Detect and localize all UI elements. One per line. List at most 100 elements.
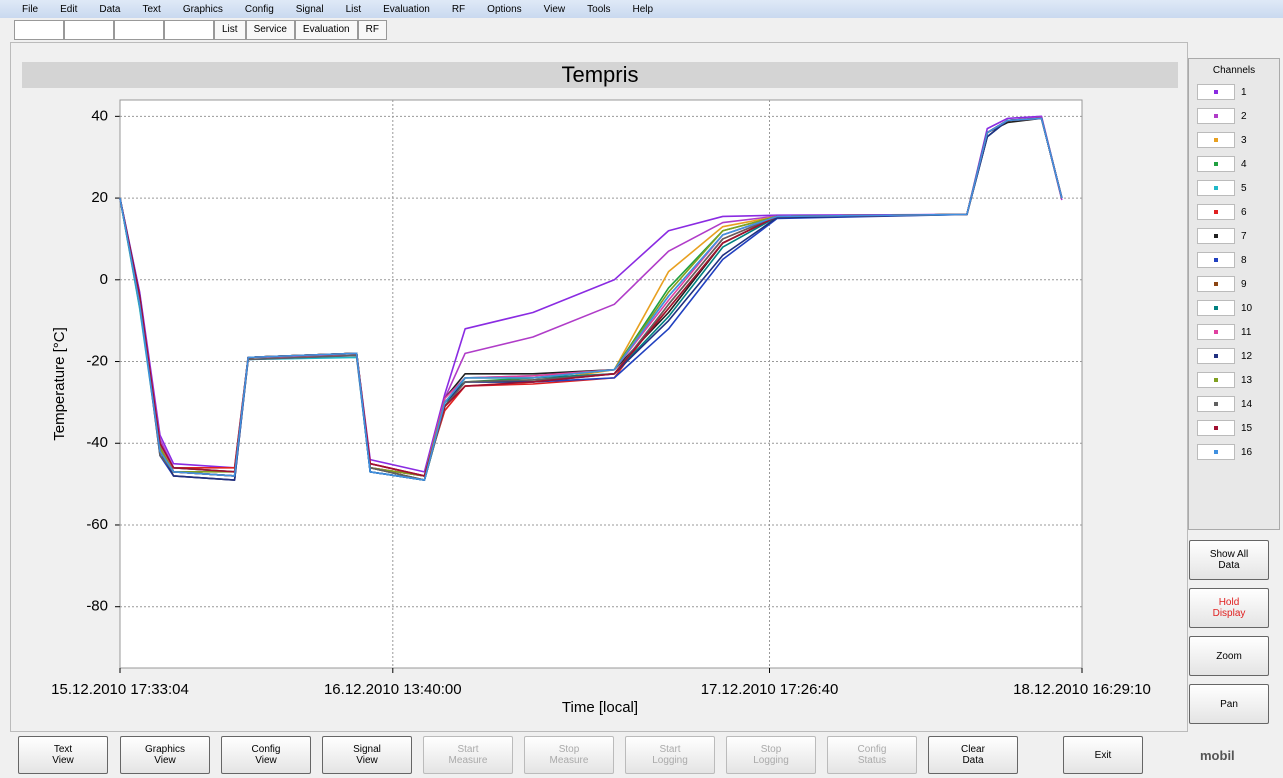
channels-panel: Channels 1 2 3 4 5 6 7 8 9 10 11 12 13 14 15 16 <box>1188 58 1280 530</box>
tab[interactable]: List <box>214 20 246 40</box>
channel-color <box>1214 306 1218 310</box>
channel-checkbox[interactable] <box>1197 84 1235 100</box>
channel-checkbox[interactable] <box>1197 420 1235 436</box>
channel-color <box>1214 282 1218 286</box>
chart: Tempris Time [local] Temperature [°C] 40… <box>22 62 1178 716</box>
menu-item[interactable]: Tools <box>587 3 611 15</box>
tab-icon[interactable] <box>64 20 114 40</box>
channel-label: 13 <box>1241 374 1253 386</box>
menu-item[interactable]: Help <box>632 3 654 15</box>
menu-item[interactable]: Graphics <box>182 3 223 15</box>
menu-item[interactable]: Evaluation <box>383 3 430 15</box>
channel-checkbox[interactable] <box>1197 108 1235 124</box>
channel-label: 8 <box>1241 254 1247 266</box>
channel-checkbox[interactable] <box>1197 396 1235 412</box>
bottom-button[interactable]: Exit <box>1063 736 1143 774</box>
menu-item[interactable]: Text <box>142 3 161 15</box>
chart-title: Tempris <box>561 62 638 87</box>
menu-item[interactable]: Config <box>244 3 274 15</box>
y-tick-label: -80 <box>86 598 108 615</box>
channel-entry: 3 <box>1197 128 1279 152</box>
tab[interactable]: Evaluation <box>294 20 358 40</box>
channel-entry: 11 <box>1197 320 1279 344</box>
bottom-button: Config Status <box>827 736 917 774</box>
channel-color <box>1214 90 1218 94</box>
menu-item[interactable]: Data <box>99 3 121 15</box>
x-tick-label: 18.12.2010 16:29:10 <box>1013 681 1151 698</box>
menu-item[interactable]: View <box>543 3 566 15</box>
channel-label: 5 <box>1241 182 1247 194</box>
bottom-button[interactable]: Text View <box>18 736 108 774</box>
side-button[interactable]: Zoom <box>1189 636 1269 676</box>
menu-item[interactable]: Options <box>487 3 522 15</box>
tab[interactable]: Service <box>245 20 295 40</box>
channel-entry: 8 <box>1197 248 1279 272</box>
channel-color <box>1214 186 1218 190</box>
menu-bar: File Edit Data Text Graphics Config Signal List… <box>0 0 1283 18</box>
channel-checkbox[interactable] <box>1197 348 1235 364</box>
y-tick-label: 40 <box>91 107 108 124</box>
bottom-button: Stop Logging <box>726 736 816 774</box>
side-button[interactable]: Pan <box>1189 684 1269 724</box>
channel-checkbox[interactable] <box>1197 228 1235 244</box>
x-axis-label: Time [local] <box>562 699 638 716</box>
channel-entry: 4 <box>1197 152 1279 176</box>
channel-label: 16 <box>1241 446 1253 458</box>
channel-label: 10 <box>1241 302 1253 314</box>
plot-area <box>119 99 1083 669</box>
channel-color <box>1214 138 1218 142</box>
side-button[interactable]: Show All Data <box>1189 540 1269 580</box>
channel-label: 6 <box>1241 206 1247 218</box>
channel-entry: 7 <box>1197 224 1279 248</box>
menu-item[interactable]: Edit <box>60 3 78 15</box>
tab-icon[interactable] <box>14 20 64 40</box>
channel-checkbox[interactable] <box>1197 444 1235 460</box>
channel-label: 1 <box>1241 86 1247 98</box>
y-tick-label: -40 <box>86 434 108 451</box>
channel-color <box>1214 210 1218 214</box>
channel-checkbox[interactable] <box>1197 156 1235 172</box>
channel-color <box>1214 378 1218 382</box>
channel-checkbox[interactable] <box>1197 252 1235 268</box>
menu-item[interactable]: Signal <box>295 3 324 15</box>
tab-icon[interactable] <box>164 20 214 40</box>
bottom-button: Start Measure <box>423 736 513 774</box>
menu-item[interactable]: List <box>345 3 362 15</box>
channel-entry: 9 <box>1197 272 1279 296</box>
channel-entry: 10 <box>1197 296 1279 320</box>
bottom-button[interactable]: Clear Data <box>928 736 1018 774</box>
channel-color <box>1214 234 1218 238</box>
channel-entry: 1 <box>1197 80 1279 104</box>
channel-color <box>1214 354 1218 358</box>
tab-bar: List Service Evaluation RF <box>14 20 387 40</box>
tab-icon[interactable] <box>114 20 164 40</box>
channel-checkbox[interactable] <box>1197 180 1235 196</box>
channel-entry: 5 <box>1197 176 1279 200</box>
y-tick-label: -20 <box>86 352 108 369</box>
tab[interactable]: RF <box>357 20 387 40</box>
menu-item[interactable]: RF <box>451 3 466 15</box>
channel-checkbox[interactable] <box>1197 324 1235 340</box>
channel-checkbox[interactable] <box>1197 276 1235 292</box>
channel-checkbox[interactable] <box>1197 300 1235 316</box>
channel-checkbox[interactable] <box>1197 132 1235 148</box>
channel-label: 7 <box>1241 230 1247 242</box>
bottom-button[interactable]: Graphics View <box>120 736 210 774</box>
bottom-button[interactable]: Signal View <box>322 736 412 774</box>
channel-color <box>1214 114 1218 118</box>
x-tick-label: 16.12.2010 13:40:00 <box>324 681 462 698</box>
side-button[interactable]: Hold Display <box>1189 588 1269 628</box>
channel-entry: 12 <box>1197 344 1279 368</box>
channel-entry: 16 <box>1197 440 1279 464</box>
channel-entry: 13 <box>1197 368 1279 392</box>
channel-color <box>1214 426 1218 430</box>
channels-title: Channels <box>1212 65 1256 76</box>
menu-item[interactable]: File <box>22 3 39 15</box>
bottom-button[interactable]: Config View <box>221 736 311 774</box>
channel-entry: 6 <box>1197 200 1279 224</box>
channel-checkbox[interactable] <box>1197 372 1235 388</box>
channel-entry: 2 <box>1197 104 1279 128</box>
x-tick-label: 17.12.2010 17:26:40 <box>701 681 839 698</box>
channel-color <box>1214 258 1218 262</box>
channel-checkbox[interactable] <box>1197 204 1235 220</box>
